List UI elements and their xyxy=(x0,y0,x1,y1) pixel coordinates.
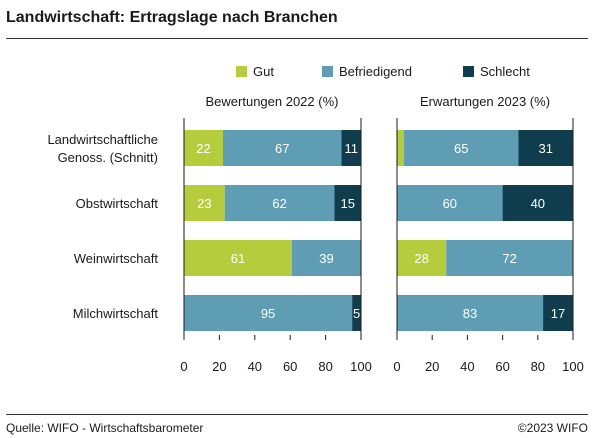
bar-1-milchwirtschaft-schlecht xyxy=(352,295,361,331)
bar-label-1-obstwirtschaft-schlecht: 15 xyxy=(340,196,354,211)
bar-label-2-milchwirtschaft-befriedigend: 83 xyxy=(463,306,477,321)
source-note: Quelle: WIFO - Wirtschaftsbarometer xyxy=(6,421,204,435)
tick-label-1-40: 40 xyxy=(248,359,262,374)
bar-label-1-obstwirtschaft-befriedigend: 62 xyxy=(272,196,286,211)
bar-2-milchwirtschaft-schlecht xyxy=(543,295,573,331)
tick-label-2-100: 100 xyxy=(562,359,584,374)
chart-title: Landwirtschaft: Ertragslage nach Branche… xyxy=(6,9,338,26)
bottom-rule xyxy=(6,414,588,415)
bar-label-1-milchwirtschaft-schlecht: 5 xyxy=(353,306,360,321)
category-label-landwirtschaftliche-genoss-schnitt: Landwirtschaftliche Genoss. (Schnitt) xyxy=(47,132,158,165)
bar-2-landwirtschaftliche-genoss-schnitt-schlecht xyxy=(518,130,573,166)
legend-swatch-gut xyxy=(236,66,247,77)
panel-title-1: Bewertungen 2022 (%) xyxy=(206,94,339,109)
tick-label-1-60: 60 xyxy=(283,359,297,374)
legend-label-gut: Gut xyxy=(253,64,274,79)
bar-label-2-milchwirtschaft-schlecht: 17 xyxy=(551,306,565,321)
legend-label-schlecht: Schlecht xyxy=(480,64,530,79)
legend-label-befriedigend: Befriedigend xyxy=(339,64,412,79)
category-label-weinwirtschaft: Weinwirtschaft xyxy=(74,251,159,266)
bar-2-obstwirtschaft-schlecht xyxy=(502,185,573,221)
legend-swatch-befriedigend xyxy=(322,66,333,77)
bar-label-1-weinwirtschaft-gut: 61 xyxy=(231,251,245,266)
panel-title-2: Erwartungen 2023 (%) xyxy=(420,94,550,109)
bar-label-2-weinwirtschaft-befriedigend: 72 xyxy=(502,251,516,266)
bar-1-landwirtschaftliche-genoss-schnitt-schlecht xyxy=(341,130,361,166)
bar-2-weinwirtschaft-befriedigend xyxy=(446,240,573,276)
tick-label-2-0: 0 xyxy=(393,359,400,374)
tick-label-2-60: 60 xyxy=(495,359,509,374)
bar-label-1-landwirtschaftliche-genoss-schnitt-gut: 22 xyxy=(196,141,210,156)
bar-1-landwirtschaftliche-genoss-schnitt-befriedigend xyxy=(222,130,342,166)
bar-1-obstwirtschaft-gut xyxy=(184,185,225,221)
bar-label-1-landwirtschaftliche-genoss-schnitt-befriedigend: 67 xyxy=(275,141,289,156)
tick-label-2-80: 80 xyxy=(531,359,545,374)
bar-label-1-obstwirtschaft-gut: 23 xyxy=(197,196,211,211)
bar-1-milchwirtschaft-befriedigend xyxy=(184,295,353,331)
bar-1-landwirtschaftliche-genoss-schnitt-gut xyxy=(184,130,223,166)
bar-label-2-obstwirtschaft-befriedigend: 60 xyxy=(443,196,457,211)
bar-2-landwirtschaftliche-genoss-schnitt-befriedigend xyxy=(404,130,519,166)
tick-label-2-20: 20 xyxy=(425,359,439,374)
category-label-milchwirtschaft: Milchwirtschaft xyxy=(73,306,159,321)
bar-1-obstwirtschaft-schlecht xyxy=(334,185,361,221)
bar-2-milchwirtschaft-befriedigend xyxy=(397,295,544,331)
bar-label-2-landwirtschaftliche-genoss-schnitt-befriedigend: 65 xyxy=(454,141,468,156)
bar-2-weinwirtschaft-gut xyxy=(397,240,447,276)
bar-1-weinwirtschaft-befriedigend xyxy=(291,240,361,276)
bar-label-1-weinwirtschaft-befriedigend: 39 xyxy=(319,251,333,266)
bar-2-landwirtschaftliche-genoss-schnitt-gut xyxy=(397,130,405,166)
top-rule xyxy=(6,38,588,39)
bar-label-2-weinwirtschaft-gut: 28 xyxy=(414,251,428,266)
copyright-note: ©2023 WIFO xyxy=(517,421,588,435)
legend-swatch-schlecht xyxy=(463,66,474,77)
bar-1-weinwirtschaft-gut xyxy=(184,240,292,276)
tick-label-1-100: 100 xyxy=(350,359,372,374)
bar-2-obstwirtschaft-befriedigend xyxy=(397,185,503,221)
bar-label-2-obstwirtschaft-schlecht: 40 xyxy=(531,196,545,211)
bar-1-obstwirtschaft-befriedigend xyxy=(224,185,335,221)
bar-label-2-landwirtschaftliche-genoss-schnitt-schlecht: 31 xyxy=(538,141,552,156)
tick-label-2-40: 40 xyxy=(460,359,474,374)
category-label-obstwirtschaft: Obstwirtschaft xyxy=(76,196,159,211)
chart: Gut Befriedigend Schlecht Landwirtschaftlic… xyxy=(47,64,584,374)
bar-label-1-landwirtschaftliche-genoss-schnitt-schlecht: 11 xyxy=(345,141,359,156)
bar-label-1-milchwirtschaft-befriedigend: 95 xyxy=(261,306,275,321)
tick-label-1-20: 20 xyxy=(212,359,226,374)
tick-label-1-0: 0 xyxy=(180,359,187,374)
tick-label-1-80: 80 xyxy=(318,359,332,374)
